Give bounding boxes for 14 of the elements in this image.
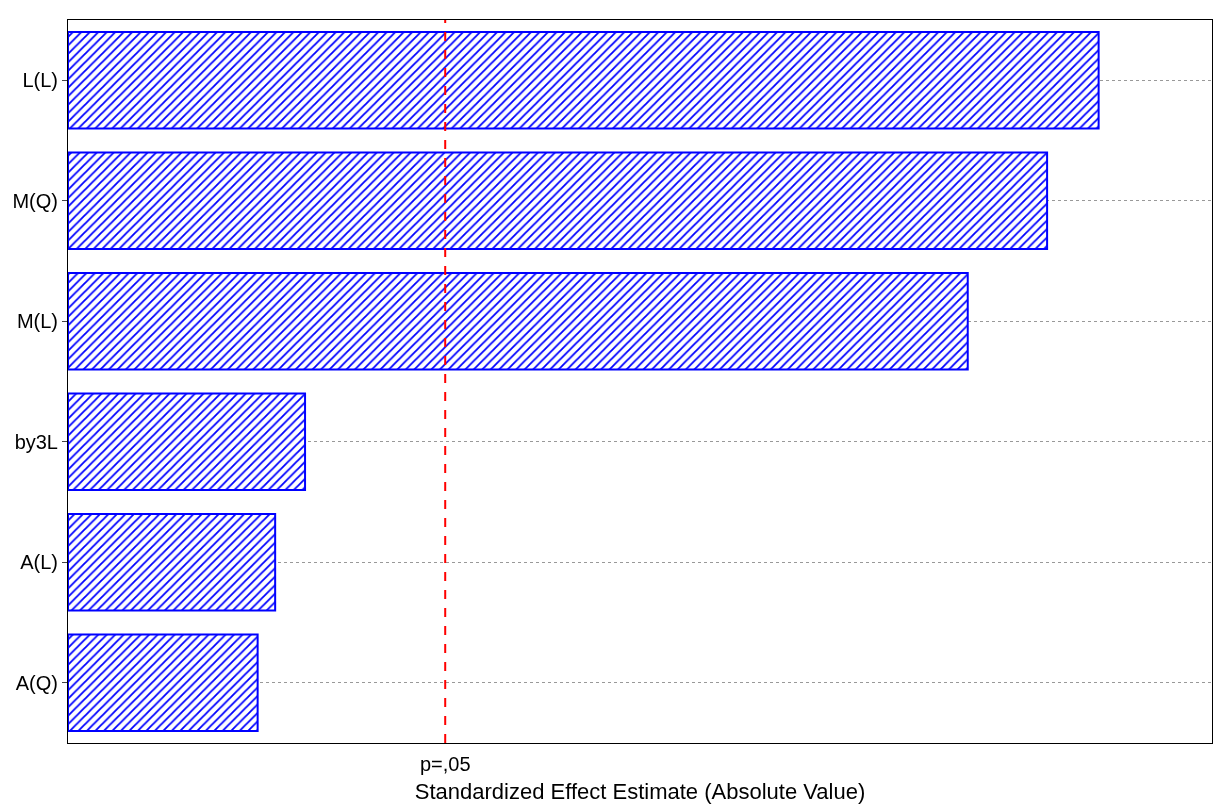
bar: [68, 272, 969, 371]
bar: [68, 633, 259, 732]
x-axis-title: Standardized Effect Estimate (Absolute Value): [414, 778, 866, 804]
y-tick-label: A(L): [20, 551, 58, 574]
bar: [68, 513, 277, 612]
ref-line-label: p=,05: [420, 753, 471, 775]
y-tick-label: M(L): [16, 310, 58, 333]
y-tick-label: by3L: [14, 430, 58, 453]
bar: [68, 31, 1100, 130]
bar: [68, 151, 1049, 250]
y-tick-label: L(L): [22, 69, 58, 92]
y-tick-label: A(Q): [15, 671, 58, 694]
bar: [68, 392, 307, 491]
y-tick-label: M(Q): [12, 189, 58, 212]
